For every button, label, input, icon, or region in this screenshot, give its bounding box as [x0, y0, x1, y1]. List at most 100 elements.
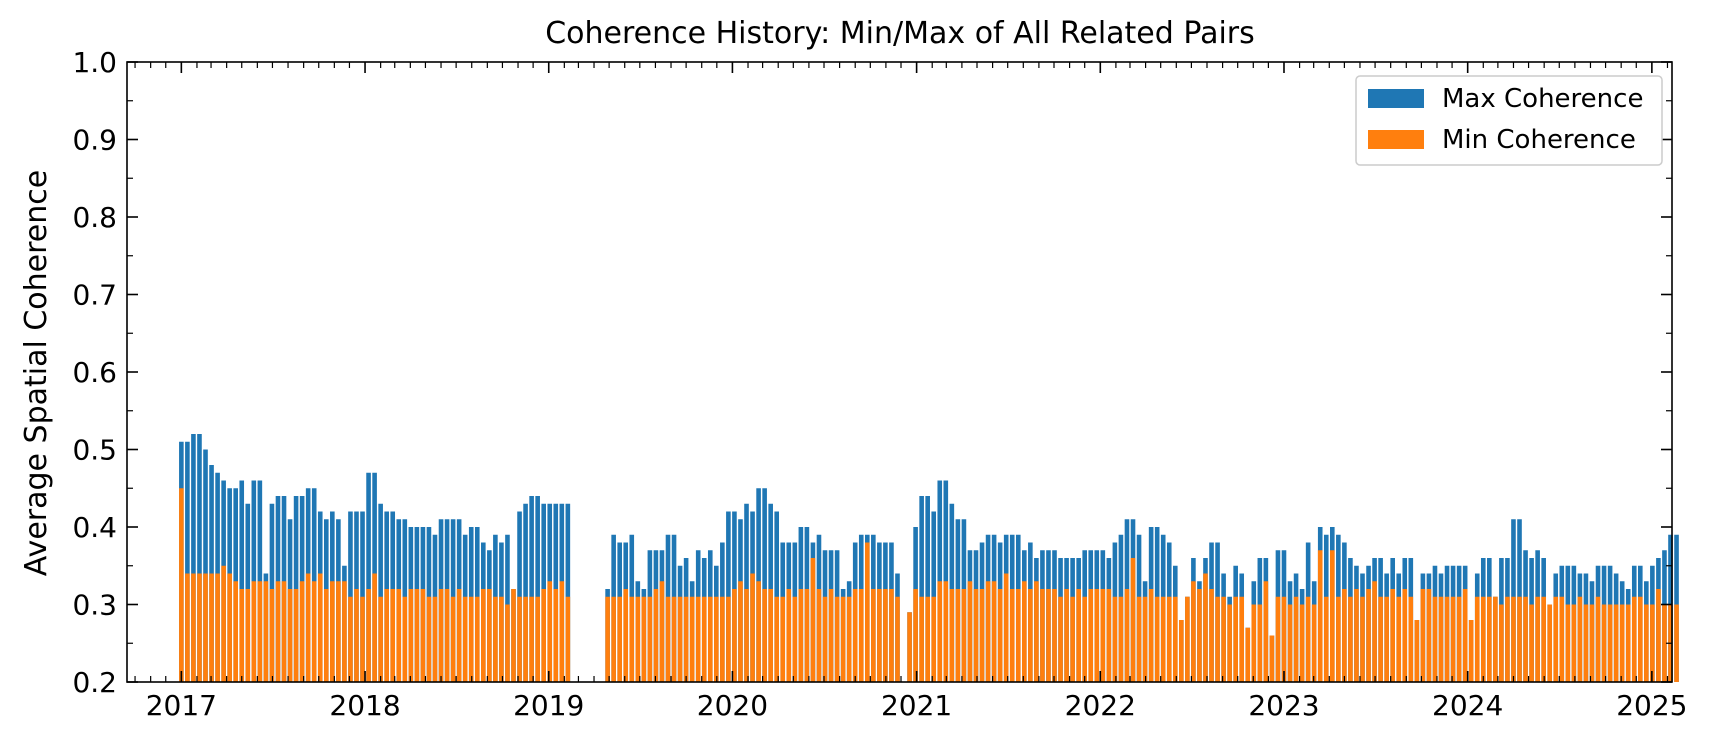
- bar-min: [1420, 589, 1426, 682]
- bar-min: [1378, 596, 1383, 682]
- bar-max: [378, 503, 383, 682]
- bar-min: [1088, 589, 1094, 682]
- bar-min: [1336, 596, 1341, 682]
- bar-min: [1408, 596, 1414, 682]
- bar-min: [1100, 589, 1106, 682]
- bar-max: [919, 496, 924, 682]
- bar-min: [1269, 635, 1275, 682]
- bar-min: [1293, 596, 1299, 682]
- bar-min: [1323, 596, 1329, 682]
- bar-min: [287, 589, 293, 682]
- bar-min: [1342, 589, 1347, 682]
- bar-min: [1142, 596, 1148, 682]
- bar-min: [997, 589, 1003, 682]
- bar-min: [1583, 604, 1589, 682]
- x-tick-label: 2024: [1432, 689, 1503, 722]
- bar-min: [1185, 596, 1190, 682]
- x-tick-labels: 2017 2018 2019 2020 2021 2022 2023 2024 2025: [146, 689, 1688, 722]
- bar-min: [1529, 604, 1534, 682]
- bar-min: [1064, 589, 1069, 682]
- bar-min: [1505, 596, 1510, 682]
- legend-swatch-max: [1368, 89, 1424, 108]
- bar-min: [641, 596, 647, 682]
- y-tick-label: 1.0: [72, 46, 117, 79]
- bar-min: [1625, 604, 1631, 682]
- bar-min: [816, 589, 822, 682]
- bar-min: [553, 589, 559, 682]
- y-tick-label: 0.9: [72, 124, 117, 157]
- bar-min: [245, 589, 251, 682]
- bar-min: [257, 581, 263, 682]
- bar-min: [426, 596, 432, 682]
- bar-min: [707, 596, 713, 682]
- bar-min: [487, 589, 492, 682]
- bar-min: [1517, 596, 1522, 682]
- bar-min: [1058, 596, 1063, 682]
- bar-min: [227, 573, 232, 682]
- bar-min: [1209, 589, 1214, 682]
- bar-min: [683, 596, 689, 682]
- bar-min: [677, 596, 683, 682]
- bar-min: [629, 596, 635, 682]
- bar-min: [1511, 596, 1516, 682]
- bar-min: [1215, 596, 1220, 682]
- bar-min: [750, 573, 755, 682]
- bar-min: [871, 589, 876, 682]
- bar-min: [1257, 604, 1263, 682]
- bar-min: [1136, 596, 1142, 682]
- bar-min: [263, 581, 269, 682]
- bar-min: [689, 596, 695, 682]
- bar-min: [474, 596, 480, 682]
- bar-min: [1535, 596, 1540, 682]
- bar-min: [1613, 604, 1619, 682]
- legend-label-max: Max Coherence: [1442, 84, 1643, 114]
- bar-min: [541, 589, 546, 682]
- bar-min: [191, 573, 196, 682]
- bar-min: [1480, 596, 1486, 682]
- bar-min: [1450, 596, 1456, 682]
- bar-min: [1402, 589, 1408, 682]
- bar-min: [1674, 604, 1679, 682]
- bar-min: [402, 596, 408, 682]
- x-tick-label: 2019: [513, 689, 584, 722]
- bar-min: [653, 589, 659, 682]
- bar-min: [1601, 604, 1607, 682]
- bar-min: [444, 589, 450, 682]
- chart-title: Coherence History: Min/Max of All Relate…: [545, 16, 1255, 51]
- bar-max: [366, 472, 371, 682]
- bar-min: [1553, 596, 1559, 682]
- bar-min: [438, 589, 444, 682]
- bar-min: [1547, 604, 1553, 682]
- bar-min: [804, 589, 810, 682]
- axis-ticks: [127, 61, 1672, 683]
- bar-min: [1456, 596, 1462, 682]
- bar-max: [203, 449, 208, 682]
- bar-min: [738, 581, 743, 682]
- bar-min: [185, 573, 190, 682]
- bar-min: [774, 596, 780, 682]
- x-tick-label: 2017: [146, 689, 217, 722]
- bar-min: [305, 573, 311, 682]
- bar-min: [1390, 589, 1395, 682]
- bar-min: [317, 573, 323, 682]
- bar-min: [1046, 589, 1051, 682]
- bar-min: [342, 581, 347, 682]
- bar-min: [1565, 604, 1571, 682]
- bar-min: [1070, 596, 1075, 682]
- bar-min: [1112, 596, 1118, 682]
- bar-min: [1493, 596, 1498, 682]
- bar-min: [1227, 604, 1232, 682]
- bar-min: [1263, 581, 1269, 682]
- y-tick-label: 0.7: [72, 279, 117, 312]
- bar-min: [511, 589, 516, 682]
- bar-min: [1468, 620, 1474, 682]
- bar-min: [203, 573, 208, 682]
- bar-min: [1619, 604, 1625, 682]
- bar-min: [858, 589, 864, 682]
- bar-min: [1559, 596, 1565, 682]
- bar-min: [883, 589, 888, 682]
- bar-min: [1106, 589, 1112, 682]
- bar-min: [456, 589, 462, 682]
- bar-min: [1305, 596, 1311, 682]
- bar-min: [1154, 596, 1160, 682]
